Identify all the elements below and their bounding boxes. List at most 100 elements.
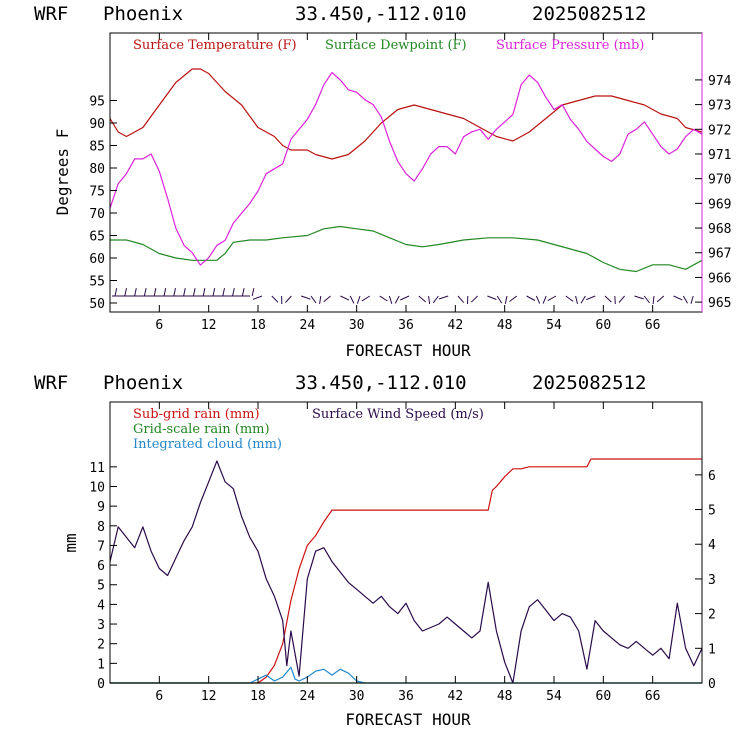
c1-ytick-left-label: 80 [89,162,105,177]
chart1-station: Phoenix [103,3,183,25]
c1-xtick-label: 60 [596,318,612,333]
wind-barb [614,295,616,305]
chart2-ylabel: mm [61,533,80,552]
wind-barb [418,295,426,303]
wind-barb [301,295,311,300]
chart2-legend-gridscale-rain: Grid-scale rain (mm) [133,422,270,437]
chart1-model: WRF [34,3,68,25]
wind-barb [496,295,503,304]
c1-xtick-label: 48 [497,318,513,333]
wind-barb [673,295,683,301]
wind-barb [323,295,331,303]
wind-barb [652,295,655,305]
c1-ytick-left-label: 60 [89,252,105,267]
c1-xtick-label: 54 [546,318,562,333]
c1-xtick-label: 42 [448,318,464,333]
wind-barb [428,295,431,305]
c2-ytick-left-label: 0 [97,677,105,692]
chart1-coords: 33.450,-112.010 [295,3,467,25]
c2-xtick-label: 30 [349,689,365,704]
c1-ytick-left-label: 55 [89,275,105,290]
chart2-station: Phoenix [103,372,183,394]
c1-xtick-label: 30 [349,318,365,333]
c1-xtick-label: 6 [155,318,163,333]
c2-ytick-right-label: 6 [708,469,716,484]
c1-ytick-right-label: 965 [708,296,731,311]
wind-barb [565,295,574,302]
wind-barb [173,287,176,297]
wind-barb [586,295,596,301]
c1-xtick-label: 18 [250,318,266,333]
c1-ytick-right-label: 972 [708,123,731,138]
c2-xtick-label: 66 [645,689,661,704]
c1-ytick-left-label: 75 [89,185,105,200]
wind-barb [604,295,612,303]
wind-barb [457,295,465,303]
c1-xtick-label: 12 [201,318,217,333]
c2-ytick-right-label: 0 [708,677,716,692]
chart2-legend-cloud: Integrated cloud (mm) [133,437,282,452]
chart1-ylabel: Degrees F [53,129,72,216]
wind-barb [310,295,317,304]
c2-ytick-right-label: 1 [708,642,716,657]
c1-ytick-right-label: 970 [708,173,731,188]
wind-barb [656,295,665,303]
wind-barb [542,295,547,304]
c2-ytick-left-label: 4 [97,598,105,613]
wind-barb [251,287,255,297]
wind-barb [682,295,688,304]
wind-barb [580,295,586,304]
c2-ytick-right-label: 4 [708,538,716,553]
chart2-model: WRF [34,372,68,394]
wind-barb [340,295,350,301]
c1-xtick-label: 24 [300,318,316,333]
chart1-xlabel: FORECAST HOUR [345,341,471,360]
c2-ytick-left-label: 6 [97,559,105,574]
c1-series-surface-pressure-mb [109,71,703,266]
chart2-coords: 33.450,-112.010 [295,372,467,394]
wind-barb [319,295,322,304]
c2-series-sub-grid-rain-mm [110,458,702,684]
wind-barb [361,295,371,302]
wind-barb [470,295,478,303]
wind-barb [153,287,157,297]
wind-barb [400,295,410,301]
c2-ytick-left-label: 2 [97,638,105,653]
c1-ytick-right-label: 966 [708,271,731,286]
wind-barb [124,287,127,297]
wind-barb [143,287,147,297]
wind-barb [285,295,292,303]
c2-xtick-label: 24 [300,689,316,704]
c1-ytick-left-label: 50 [89,297,105,312]
wind-barb [222,287,225,297]
c2-xtick-label: 42 [448,689,464,704]
wind-barb [575,295,578,305]
wind-barb [509,295,518,302]
c1-ytick-right-label: 969 [708,197,731,212]
wind-barb [349,295,355,304]
wind-barbs [112,287,694,305]
c2-xtick-label: 6 [155,689,163,704]
c2-xtick-label: 36 [398,689,414,704]
wind-barb [643,295,650,304]
c1-ytick-right-label: 973 [708,99,731,114]
c2-ytick-left-label: 11 [89,461,105,476]
c2-ytick-left-label: 3 [97,618,105,633]
wind-barb [114,287,118,297]
c2-xtick-label: 18 [250,689,266,704]
wind-barb [432,295,439,304]
wind-barb [634,295,644,300]
chart1-run: 2025082512 [532,3,646,25]
wind-barb [690,295,694,304]
c1-ytick-right-label: 968 [708,222,731,237]
c2-ytick-left-label: 5 [97,579,105,594]
c2-series-surface-wind-speed-m-s [109,460,703,684]
c2-ytick-left-label: 9 [97,500,105,515]
c1-ytick-left-label: 85 [89,140,105,155]
c2-xtick-label: 48 [497,689,513,704]
c2-ytick-left-label: 1 [97,657,105,672]
chart1-legend-temperature: Surface Temperature (F) [133,38,297,53]
wind-barb [547,295,557,302]
c1-ytick-left-label: 65 [89,230,105,245]
